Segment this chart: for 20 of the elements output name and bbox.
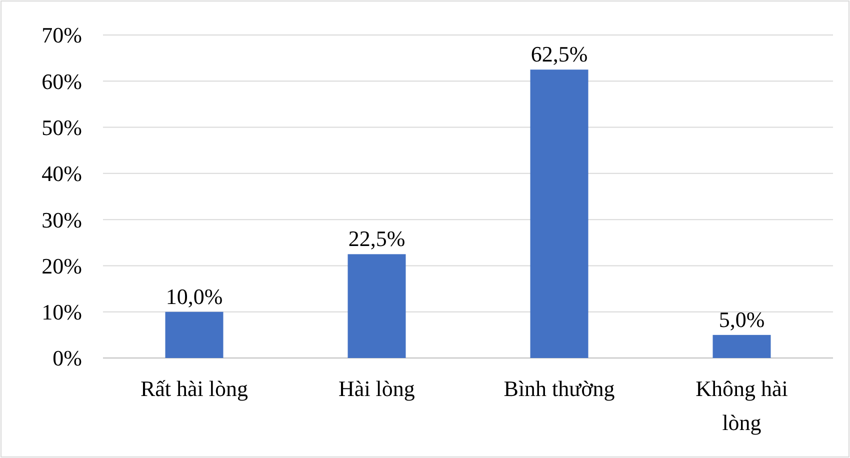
y-tick-label: 70% bbox=[42, 22, 82, 48]
x-tick-label: Bình thường bbox=[504, 376, 615, 401]
data-label: 22,5% bbox=[348, 226, 406, 252]
x-tick-label: Rất hài lòng bbox=[140, 376, 248, 401]
x-tick-label: Hài lòng bbox=[338, 376, 415, 401]
data-label: 10,0% bbox=[166, 284, 223, 309]
y-tick-label: 60% bbox=[42, 68, 82, 94]
y-tick-label: 20% bbox=[42, 253, 82, 278]
y-tick-label: 0% bbox=[52, 346, 82, 371]
y-tick-label: 10% bbox=[42, 300, 82, 325]
y-tick-label: 50% bbox=[42, 114, 82, 140]
data-label: 62,5% bbox=[530, 42, 588, 67]
data-label: 5,0% bbox=[718, 306, 765, 332]
bar bbox=[165, 312, 224, 358]
y-tick-label: 30% bbox=[42, 207, 82, 232]
bar bbox=[348, 254, 406, 358]
x-tick-label: Không hài lòng bbox=[696, 376, 788, 435]
bar bbox=[530, 70, 588, 358]
bar bbox=[712, 334, 771, 358]
y-tick-label: 40% bbox=[42, 161, 82, 186]
